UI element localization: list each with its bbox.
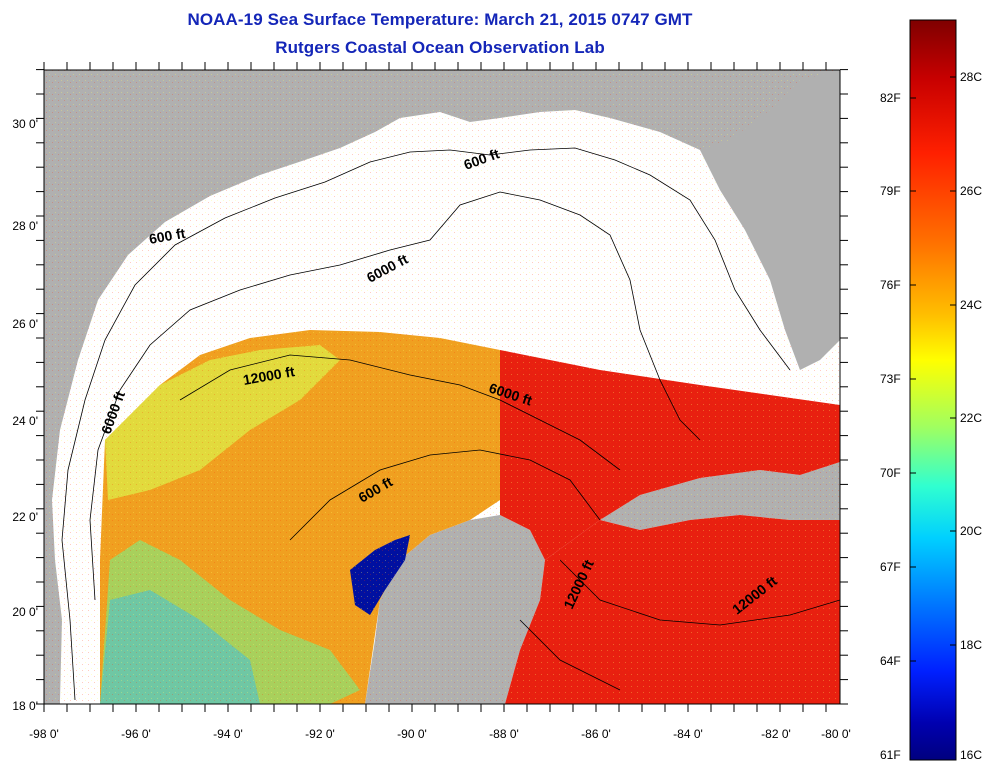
colorbar-f-label: 73F [880, 372, 901, 386]
x-tick-label: -86 0' [581, 727, 611, 741]
colorbar-c-label: 24C [960, 298, 982, 312]
colorbar-f-label: 76F [880, 278, 901, 292]
x-axis-labels: -98 0' -96 0' -94 0' -92 0' -90 0' -88 0… [29, 727, 851, 741]
y-tick-label: 24 0' [12, 414, 38, 428]
y-tick-label: 26 0' [12, 317, 38, 331]
bathymetry-contours [61, 147, 840, 701]
colorbar-c-label: 22C [960, 411, 982, 425]
map-subtitle: Rutgers Coastal Ocean Observation Lab [275, 38, 605, 57]
y-tick-label: 30 0' [12, 117, 38, 131]
x-tick-label: -80 0' [821, 727, 851, 741]
x-tick-label: -84 0' [673, 727, 703, 741]
colorbar-ticks [910, 76, 956, 662]
colorbar-f-label: 82F [880, 91, 901, 105]
x-tick-label: -96 0' [121, 727, 151, 741]
x-tick-label: -88 0' [489, 727, 519, 741]
colorbar-f-label: 70F [880, 466, 901, 480]
colorbar-c-label: 26C [960, 184, 982, 198]
colorbar-f-label: 64F [880, 654, 901, 668]
x-tick-label: -94 0' [213, 727, 243, 741]
colorbar-f-label: 79F [880, 184, 901, 198]
colorbar-f-label: 67F [880, 560, 901, 574]
y-axis-labels: 30 0' 28 0' 26 0' 24 0' 22 0' 20 0' 18 0… [12, 117, 38, 713]
y-tick-label: 28 0' [12, 219, 38, 233]
x-tick-label: -90 0' [397, 727, 427, 741]
colorbar [909, 19, 957, 761]
colorbar-c-label: 28C [960, 70, 982, 84]
colorbar-c-label: 16C [960, 748, 982, 762]
colorbar-c-label: 20C [960, 524, 982, 538]
y-tick-label: 20 0' [12, 605, 38, 619]
colorbar-f-label: 61F [880, 748, 901, 762]
colorbar-celsius-labels: 28C 26C 24C 22C 20C 18C 16C [960, 70, 982, 762]
x-tick-label: -98 0' [29, 727, 59, 741]
map-title: NOAA-19 Sea Surface Temperature: March 2… [187, 10, 693, 29]
colorbar-c-label: 18C [960, 638, 982, 652]
colorbar-fahrenheit-labels: 82F 79F 76F 73F 70F 67F 64F 61F [880, 91, 901, 762]
x-tick-label: -82 0' [761, 727, 791, 741]
axis-ticks [36, 62, 848, 712]
y-tick-label: 18 0' [12, 699, 38, 713]
x-tick-label: -92 0' [305, 727, 335, 741]
y-tick-label: 22 0' [12, 510, 38, 524]
contour-label: 600 ft [148, 225, 187, 247]
florida-peninsula [700, 70, 840, 370]
map-plot-area [44, 70, 840, 704]
